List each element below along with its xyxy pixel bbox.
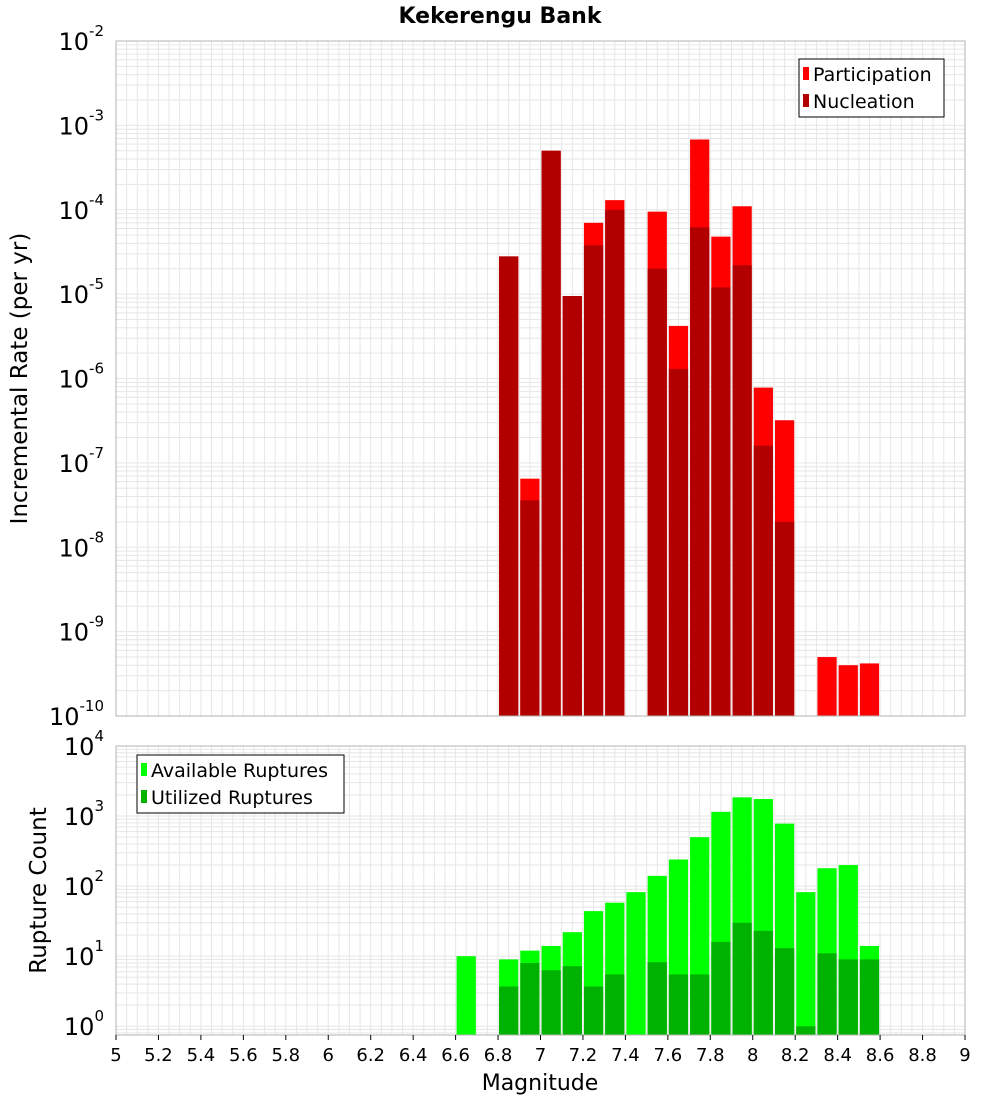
x-tick-label: 7 — [535, 1045, 546, 1066]
x-tick-label: 8.4 — [823, 1045, 852, 1066]
y-tick-label: 10-6 — [58, 360, 104, 394]
legend-swatch — [141, 763, 147, 776]
bar-utilized-ruptures — [732, 922, 752, 1035]
rupture-count-panel: 104 103 102 101 100 Rupture Count Available Ru… — [26, 727, 966, 1041]
bar-participation — [859, 663, 880, 716]
x-tick-label: 5.2 — [144, 1045, 173, 1066]
y-tick-label: 10-2 — [58, 22, 104, 56]
legend-box — [798, 58, 945, 118]
bar-available-ruptures — [796, 892, 816, 1035]
x-tick-label: 8 — [747, 1045, 758, 1066]
bar-nucleation — [541, 150, 561, 716]
bar-utilized-ruptures — [583, 986, 604, 1035]
y-tick-labels: 10-2 10-3 10-4 10-5 10-6 10-7 10-8 10-9 10-10 — [49, 22, 104, 731]
y-tick-label: 101 — [64, 937, 104, 971]
x-tick-label: 6.2 — [356, 1045, 385, 1066]
chart-title: Kekerengu Bank — [399, 4, 603, 29]
x-tick-label: 9 — [959, 1045, 970, 1066]
y-tick-label: 10-3 — [58, 106, 104, 140]
bar-utilized-ruptures — [774, 948, 795, 1035]
x-tick-label: 6 — [323, 1045, 334, 1066]
y-axis-label: Rupture Count — [26, 807, 52, 973]
gridlines — [115, 40, 966, 717]
bar-utilized-ruptures — [605, 974, 625, 1035]
legend-box — [136, 754, 345, 814]
legend: Participation Nucleation — [798, 58, 945, 118]
plot-frame — [115, 40, 966, 717]
x-axis: 5 5.2 5.4 5.6 5.8 6 6.2 6.4 6.6 6.8 7 7.2 7.4 7.6 7.8 8… — [110, 1035, 971, 1066]
bar-participation — [817, 657, 837, 716]
bar-nucleation — [774, 521, 795, 716]
bar-nucleation — [753, 445, 773, 716]
bar-nucleation — [732, 265, 752, 716]
series-utilized-ruptures — [499, 922, 880, 1035]
x-tick-label: 6.8 — [484, 1045, 513, 1066]
y-axis-label: Incremental Rate (per yr) — [7, 233, 33, 525]
y-tick-label: 10-9 — [58, 613, 104, 647]
x-axis-label: Magnitude — [482, 1071, 599, 1096]
x-tick-label: 6.6 — [441, 1045, 470, 1066]
bar-nucleation — [668, 368, 689, 716]
bar-nucleation — [690, 227, 710, 716]
y-tick-label: 10-7 — [58, 444, 104, 478]
x-tick-label: 8.2 — [781, 1045, 810, 1066]
y-tick-label: 102 — [64, 867, 104, 901]
bar-participation — [838, 665, 858, 716]
series-nucleation — [499, 150, 795, 717]
x-tick-label: 7.4 — [611, 1045, 640, 1066]
x-tick-label: 5.8 — [271, 1045, 300, 1066]
bar-utilized-ruptures — [753, 930, 773, 1035]
y-tick-label: 10-5 — [58, 275, 104, 309]
bar-available-ruptures — [456, 956, 476, 1035]
x-tick-label: 8.8 — [908, 1045, 937, 1066]
bar-utilized-ruptures — [520, 962, 540, 1035]
bar-nucleation — [605, 209, 625, 716]
x-tick-label: 5 — [110, 1045, 121, 1066]
bar-utilized-ruptures — [859, 959, 880, 1035]
x-tick-label: 7.2 — [569, 1045, 598, 1066]
y-tick-labels: 104 103 102 101 100 — [64, 727, 104, 1041]
x-tick-label: 7.6 — [654, 1045, 683, 1066]
legend-label: Available Ruptures — [151, 760, 328, 782]
legend-label: Nucleation — [813, 91, 915, 113]
x-tick-label: 5.6 — [229, 1045, 258, 1066]
legend-label: Participation — [813, 64, 932, 86]
y-tick-label: 10-10 — [49, 697, 104, 731]
legend-swatch — [803, 94, 809, 107]
bar-utilized-ruptures — [817, 953, 837, 1035]
y-tick-label: 10-4 — [58, 191, 104, 225]
legend-label: Utilized Ruptures — [151, 787, 313, 809]
participation-nucleation-panel: 10-2 10-3 10-4 10-5 10-6 10-7 10-8 10-9 10-10 Inc… — [7, 22, 966, 731]
y-tick-label: 10-8 — [58, 528, 104, 562]
bar-utilized-ruptures — [668, 974, 689, 1035]
bar-nucleation — [520, 500, 540, 716]
bar-utilized-ruptures — [647, 962, 667, 1035]
bar-utilized-ruptures — [541, 970, 561, 1035]
x-tick-label: 7.8 — [696, 1045, 725, 1066]
y-tick-label: 103 — [64, 797, 104, 831]
y-tick-label: 100 — [64, 1007, 104, 1041]
bar-nucleation — [562, 296, 582, 716]
x-tick-label: 5.4 — [187, 1045, 216, 1066]
bar-nucleation — [647, 268, 667, 716]
bar-utilized-ruptures — [796, 1026, 816, 1035]
x-tick-label: 6.4 — [399, 1045, 428, 1066]
y-tick-label: 104 — [64, 727, 104, 761]
bar-utilized-ruptures — [711, 941, 731, 1035]
x-tick-label: 8.6 — [866, 1045, 895, 1066]
bar-utilized-ruptures — [499, 986, 519, 1035]
bar-utilized-ruptures — [838, 959, 858, 1035]
legend-swatch — [803, 67, 809, 80]
legend-swatch — [141, 790, 147, 803]
bar-utilized-ruptures — [562, 966, 582, 1035]
bar-available-ruptures — [626, 892, 646, 1035]
legend: Available Ruptures Utilized Ruptures — [136, 754, 345, 814]
bar-utilized-ruptures — [690, 974, 710, 1035]
bar-nucleation — [583, 245, 604, 717]
bar-nucleation — [499, 256, 519, 716]
bar-nucleation — [711, 287, 731, 716]
